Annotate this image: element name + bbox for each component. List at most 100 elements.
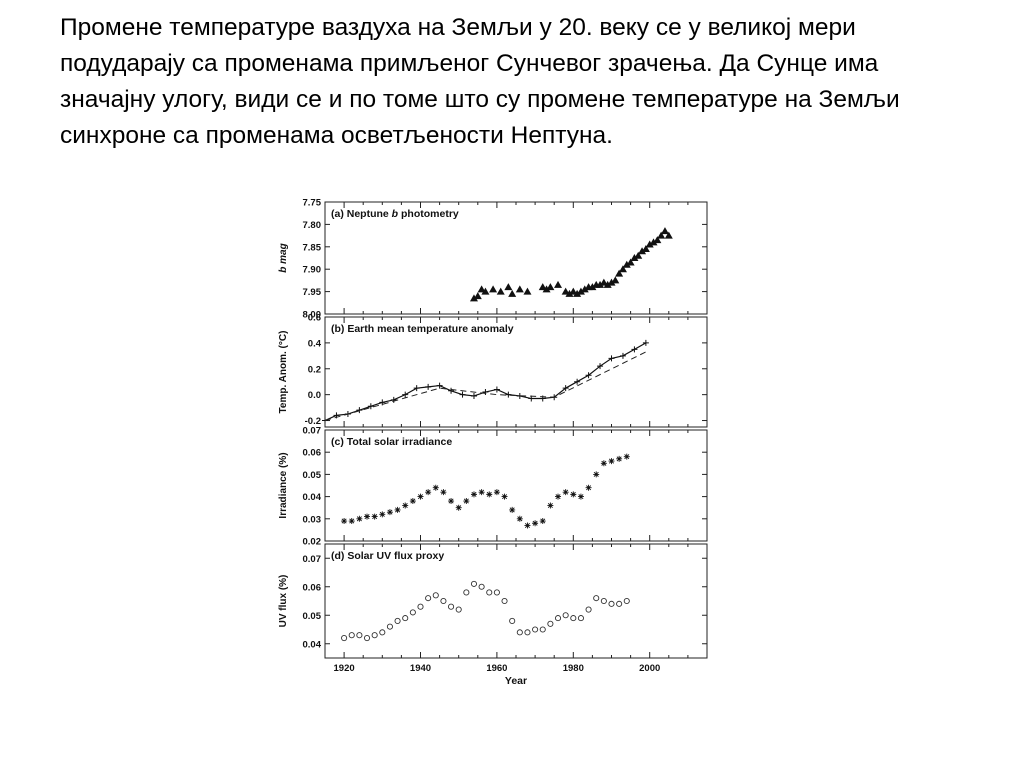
data-point [546,283,555,291]
data-point [562,385,569,392]
data-point [585,606,592,613]
x-tick-label: 1920 [334,663,355,674]
data-point [371,513,378,520]
x-tick-label: 1940 [410,663,431,674]
data-point [341,634,348,642]
data-point [432,592,439,599]
data-point [599,278,608,286]
temperature-line [324,342,647,422]
data-point [570,615,577,622]
data-point [402,502,409,509]
y-tick-label: 0.05 [303,611,322,622]
figure-panels: 7.75 7.80 7.85 7.90 7.95 8.00 (a) Neptune b ph… [278,198,708,687]
x-axis-label: Year [505,675,527,687]
panel-d: 0.04 0.05 0.06 0.07 (d) Solar UV flux proxy U… [278,543,708,687]
data-point [611,276,620,284]
data-point [371,632,378,639]
data-point [356,515,363,522]
data-point [623,453,630,460]
data-point [356,407,363,414]
y-tick-label: 0.2 [308,364,321,375]
data-point [585,484,592,491]
data-point [425,489,432,496]
y-tick-label: 0.02 [303,537,322,548]
data-point [641,245,650,253]
data-point [455,606,462,613]
data-point [409,498,416,505]
data-point [523,287,532,295]
y-tick-label: 0.07 [303,554,322,565]
data-point [623,597,630,605]
data-point [532,520,539,527]
panel-title: (b) Earth mean temperature anomaly [331,323,514,335]
data-point [402,615,409,622]
data-point [486,491,493,498]
data-point [364,513,371,520]
data-point [622,260,631,268]
data-point [554,280,563,288]
data-point [432,484,439,491]
data-point [634,251,643,259]
data-point [478,489,485,496]
y-tick-label: 7.85 [303,242,322,253]
data-point [509,617,516,625]
data-point [607,278,616,286]
data-point [386,623,393,630]
data-point [425,595,432,602]
data-point [562,489,569,496]
data-point [532,626,539,633]
data-point [363,634,371,642]
data-point [409,609,416,616]
data-point [390,396,397,403]
data-point [542,285,551,293]
data-point [448,387,455,394]
data-point [482,389,489,396]
x-tick-label: 1980 [563,663,584,674]
data-point [660,227,669,235]
y-tick-label: 0.04 [303,639,322,650]
data-point [478,583,485,590]
data-point [356,632,363,639]
panel-title: (d) Solar UV flux proxy [331,550,444,562]
data-point [616,600,623,607]
data-point [470,580,478,587]
data-point [425,383,432,390]
data-point [638,247,647,255]
y-axis-label: Irradiance (%) [278,452,289,518]
data-point [618,265,627,273]
y-tick-label: 7.80 [303,220,322,231]
data-point [645,240,654,248]
data-point [402,391,409,398]
data-point [348,632,355,639]
data-point [524,522,531,529]
data-point [504,283,513,291]
data-point [379,399,386,406]
data-point [664,231,673,239]
y-tick-label: 0.6 [308,313,321,324]
data-point [394,506,401,513]
data-point [436,382,443,389]
data-point [631,346,638,353]
y-tick-label: 0.06 [303,448,322,459]
data-point [470,491,477,498]
y-tick-label: 8.00 [303,310,322,321]
data-point [649,238,658,246]
y-tick-label: 0.06 [303,582,322,593]
data-point [448,603,455,610]
data-point [493,589,500,596]
data-point [596,280,605,288]
data-point [580,285,589,293]
data-point [565,289,574,297]
data-point [616,455,623,462]
data-point [555,493,562,500]
data-point [585,372,592,379]
y-tick-label: -0.2 [305,416,321,427]
data-point [459,391,466,398]
data-point [562,612,569,619]
data-point [509,506,516,513]
panel-b: -0.2 0.0 0.2 0.4 0.6 (b) Earth mean temperatu… [278,313,708,428]
y-tick-label: 7.90 [303,265,322,276]
y-tick-label: 0.4 [308,338,322,349]
data-point [574,378,581,385]
data-point [505,391,512,398]
